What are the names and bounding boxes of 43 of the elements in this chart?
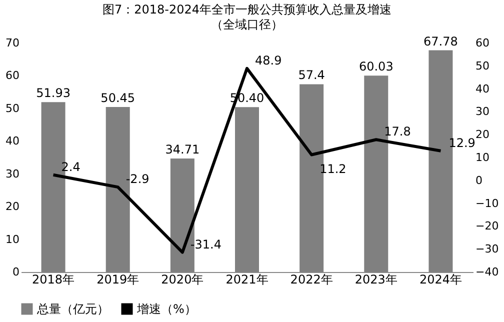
- x-tick-label: 2024年: [419, 272, 462, 286]
- x-tick-label: 2018年: [32, 272, 75, 286]
- y-tick-label: 40: [6, 134, 20, 148]
- data-label: -2.9: [126, 172, 150, 186]
- data-label: 34.71: [165, 142, 200, 156]
- y-tick-label: 70: [6, 36, 20, 50]
- data-label: 67.78: [424, 34, 458, 48]
- x-tick-label: 2019年: [96, 272, 140, 286]
- y2-tick-label: 60: [476, 36, 490, 50]
- x-tick-label: 2023年: [354, 272, 398, 286]
- y2-tick-label: −20: [476, 220, 499, 233]
- y2-tick-label: −30: [476, 242, 499, 256]
- y-tick-label: 20: [6, 200, 20, 214]
- y-tick-label: 50: [6, 102, 20, 115]
- y-tick-label: 30: [6, 167, 20, 180]
- x-tick-label: 2022年: [290, 272, 333, 286]
- y-tick-label: 0: [12, 266, 20, 278]
- data-label: 57.4: [298, 68, 325, 82]
- y2-tick-label: 30: [476, 105, 490, 118]
- data-label: 17.8: [384, 124, 411, 139]
- y-tick-label: 10: [6, 232, 20, 246]
- data-label: 51.93: [36, 86, 70, 100]
- y2-tick-label: 10: [476, 151, 490, 164]
- legend-label: 总量（亿元）: [36, 302, 109, 316]
- x-tick-label: 2021年: [226, 272, 268, 286]
- y2-tick-label: 40: [476, 82, 490, 96]
- chart-subtitle: （全域口径）: [211, 17, 283, 32]
- data-label: 60.03: [358, 60, 394, 74]
- y2-tick-label: 50: [476, 59, 490, 72]
- legend-label: 增速（%）: [136, 302, 196, 316]
- y-tick-label: 60: [6, 69, 20, 82]
- chart-title: 图7：2018-2024年全市一般公共预算收入总量及增速: [102, 2, 392, 16]
- data-label: 48.9: [255, 53, 282, 68]
- y2-tick-label: −10: [476, 196, 499, 210]
- y2-tick-label: 0: [476, 174, 482, 187]
- data-label: 50.45: [100, 90, 136, 105]
- data-label: 12.9: [448, 136, 476, 150]
- data-label: 11.2: [320, 162, 346, 176]
- x-tick-label: 2020年: [161, 272, 204, 286]
- y2-tick-label: 20: [476, 128, 490, 142]
- y2-tick-label: −40: [476, 266, 499, 278]
- data-label: -31.4: [190, 237, 222, 252]
- data-label: 2.4: [61, 160, 80, 174]
